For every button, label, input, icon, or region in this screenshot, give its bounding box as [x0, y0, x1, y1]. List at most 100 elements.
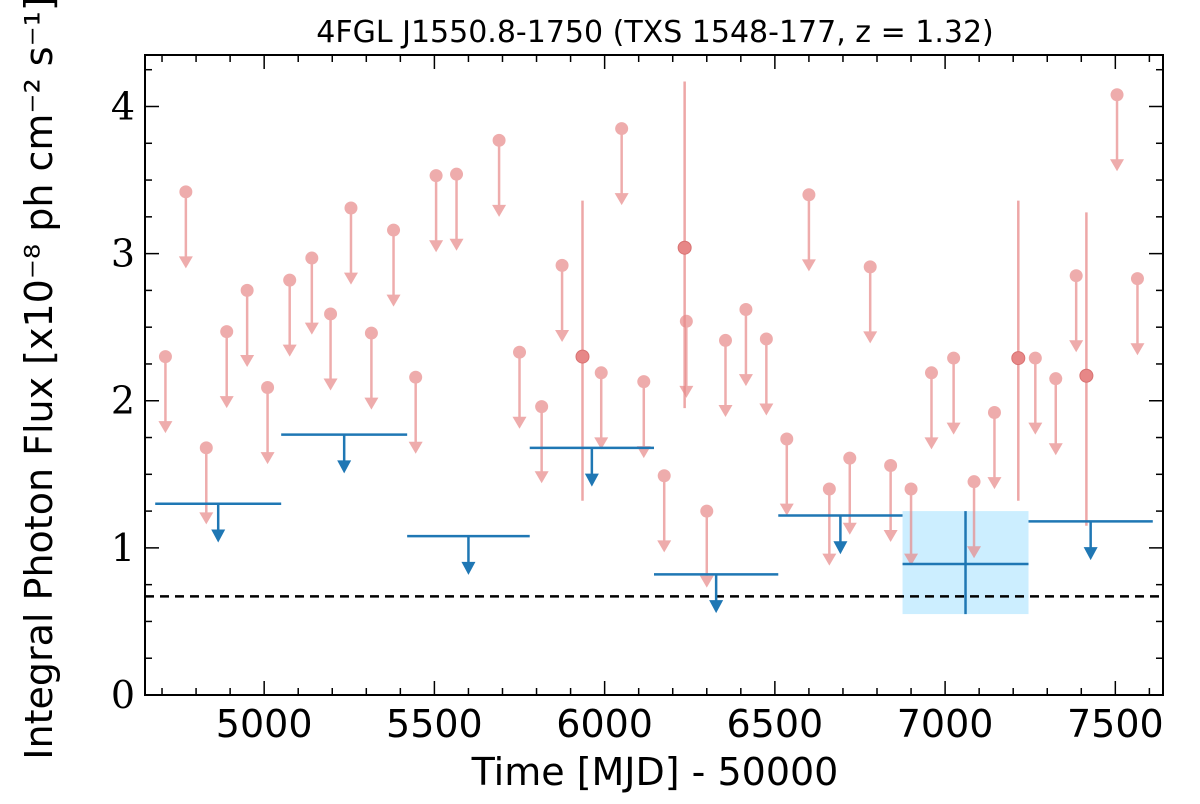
- short-bin-upper-limit: [304, 251, 319, 335]
- upper-limit-arrow: [779, 503, 794, 516]
- short-bin-upper-limit: [883, 458, 898, 543]
- long-bin-arrow: [833, 541, 848, 555]
- upper-limit-marker: [947, 351, 961, 365]
- short-bin-upper-limit: [679, 314, 694, 398]
- upper-limit-marker: [1110, 88, 1124, 102]
- upper-limit-marker: [283, 273, 297, 287]
- upper-limit-marker: [492, 133, 506, 147]
- upper-limit-marker: [344, 201, 358, 215]
- long-bin-arrow: [709, 600, 724, 614]
- upper-limit-arrow: [386, 294, 401, 307]
- upper-limit-marker: [429, 169, 443, 183]
- short-bin-upper-limit: [1048, 372, 1063, 456]
- upper-limit-marker: [637, 375, 651, 389]
- upper-limit-marker: [904, 482, 918, 496]
- upper-limit-arrow: [594, 437, 609, 450]
- short-bin-upper-limit: [199, 441, 214, 525]
- upper-limit-arrow: [199, 512, 214, 525]
- short-bin-upper-limit: [863, 260, 878, 344]
- upper-limit-arrow: [429, 240, 444, 253]
- upper-limit-arrow: [718, 404, 733, 417]
- upper-limit-marker: [387, 223, 401, 237]
- upper-limit-arrow: [1028, 422, 1043, 435]
- detection-marker: [575, 349, 590, 364]
- short-bin-upper-limit: [718, 333, 733, 417]
- upper-limit-arrow: [924, 437, 939, 450]
- short-bin-upper-limit: [219, 325, 234, 409]
- short-bin-upper-limit: [492, 133, 507, 217]
- short-bin-detection: [575, 200, 590, 501]
- upper-limit-marker: [1049, 372, 1063, 386]
- upper-limit-arrow: [636, 446, 651, 459]
- y-tick-label: 2: [111, 379, 135, 423]
- upper-limit-marker: [884, 458, 898, 472]
- short-bin-upper-limit: [1110, 88, 1125, 172]
- plot-frame: [144, 54, 1164, 696]
- short-bin-upper-limit: [282, 273, 297, 357]
- short-bin-upper-limit: [512, 345, 527, 429]
- x-tick-label: 7000: [897, 702, 994, 746]
- short-bin-upper-limit: [323, 307, 338, 391]
- upper-limit-marker: [409, 370, 423, 384]
- upper-limit-arrow: [657, 540, 672, 553]
- upper-limit-arrow: [260, 452, 275, 465]
- chart-title: 4FGL J1550.8-1750 (TXS 1548-177, z = 1.3…: [316, 15, 994, 50]
- y-axis-label: Integral Photon Flux [x10⁻⁸ ph cm⁻² s⁻¹]: [17, 0, 61, 760]
- upper-limit-arrow: [738, 374, 753, 387]
- short-bin-detection: [1079, 212, 1094, 526]
- upper-limit-marker: [987, 406, 1001, 420]
- x-tick-label: 6500: [727, 702, 824, 746]
- short-bin-upper-limit: [699, 504, 714, 588]
- upper-limit-marker: [615, 122, 629, 136]
- x-tick-label: 5500: [386, 702, 483, 746]
- short-bin-upper-limit: [657, 469, 672, 553]
- upper-limit-arrow: [759, 403, 774, 416]
- upper-limit-marker: [718, 333, 732, 347]
- upper-limit-arrow: [282, 344, 297, 357]
- upper-limit-marker: [513, 345, 527, 359]
- short-bin-upper-limit: [842, 451, 857, 535]
- x-tick-label: 7500: [1067, 702, 1164, 746]
- upper-limit-marker: [802, 188, 816, 202]
- upper-limit-marker: [967, 475, 981, 489]
- short-bin-upper-limit: [178, 185, 193, 269]
- short-bin-upper-limit: [1028, 351, 1043, 435]
- upper-limit-marker: [364, 326, 378, 340]
- short-bin-upper-limit: [408, 370, 423, 454]
- upper-limit-arrow: [801, 259, 816, 272]
- upper-limit-arrow: [1069, 340, 1084, 353]
- upper-limit-arrow: [240, 354, 255, 367]
- upper-limit-arrow: [534, 471, 549, 484]
- upper-limit-arrow: [946, 422, 961, 435]
- short-bin-upper-limit: [738, 303, 753, 387]
- upper-limit-marker: [679, 314, 693, 328]
- short-bin-upper-limit: [449, 167, 464, 251]
- short-bin-upper-limit: [904, 482, 919, 566]
- upper-limit-arrow: [842, 522, 857, 535]
- upper-limit-arrow: [408, 441, 423, 454]
- upper-limit-marker: [780, 432, 794, 446]
- upper-limit-arrow: [178, 256, 193, 269]
- short-bin-upper-limit: [534, 400, 549, 484]
- upper-limit-marker: [450, 167, 464, 181]
- upper-limit-arrow: [555, 329, 570, 342]
- upper-limit-arrow: [219, 396, 234, 409]
- short-bin-upper-limit: [759, 332, 774, 416]
- short-bin-upper-limit: [240, 283, 255, 367]
- x-tick-label: 5000: [216, 702, 313, 746]
- upper-limit-arrow: [304, 322, 319, 335]
- short-bin-upper-limit: [614, 122, 629, 206]
- upper-limit-arrow: [822, 553, 837, 566]
- short-bin-upper-limit: [260, 381, 275, 465]
- x-axis-label: Time [MJD] - 50000: [471, 750, 839, 794]
- long-bin-arrow: [461, 561, 476, 575]
- short-bin-upper-limit: [822, 482, 837, 566]
- upper-limit-marker: [261, 381, 275, 395]
- upper-limit-marker: [1069, 269, 1083, 283]
- short-bin-upper-limit: [1130, 272, 1145, 356]
- upper-limit-arrow: [1048, 443, 1063, 456]
- short-bin-upper-limit: [386, 223, 401, 307]
- upper-limit-marker: [324, 307, 338, 321]
- upper-limit-marker: [700, 504, 714, 518]
